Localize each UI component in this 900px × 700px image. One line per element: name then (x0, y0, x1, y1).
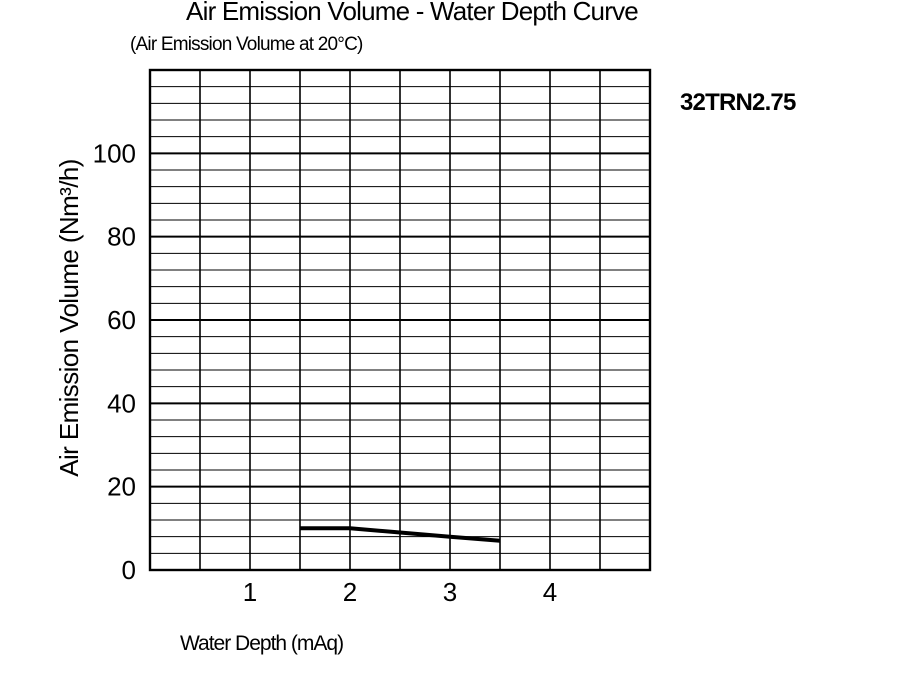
y-tick-label: 60 (107, 305, 136, 335)
x-tick-label: 4 (543, 577, 557, 607)
series-group (300, 526, 501, 543)
plot-frame (148, 68, 652, 572)
grid (148, 68, 652, 572)
chart-subtitle: (Air Emission Volume at 20°C) (130, 34, 363, 55)
x-tick-label: 2 (343, 577, 357, 607)
y-tick-label: 40 (107, 388, 136, 418)
x-tick-label: 1 (243, 577, 257, 607)
x-axis-label: Water Depth (mAq) (180, 632, 343, 655)
y-axis-label: Air Emission Volume (Nm³/h) (54, 159, 84, 477)
series-line (300, 526, 501, 543)
y-tick-label: 20 (107, 472, 136, 502)
model-label: 32TRN2.75 (680, 89, 796, 116)
y-tick-label: 80 (107, 222, 136, 252)
y-tick-label: 0 (122, 555, 136, 585)
y-axis-ticks: 0 20 40 60 80 100 (93, 138, 136, 585)
x-axis-ticks: 1 2 3 4 (243, 577, 557, 607)
x-tick-label: 3 (443, 577, 457, 607)
y-tick-label: 100 (93, 138, 136, 168)
chart-title: Air Emission Volume - Water Depth Curve (186, 0, 638, 26)
